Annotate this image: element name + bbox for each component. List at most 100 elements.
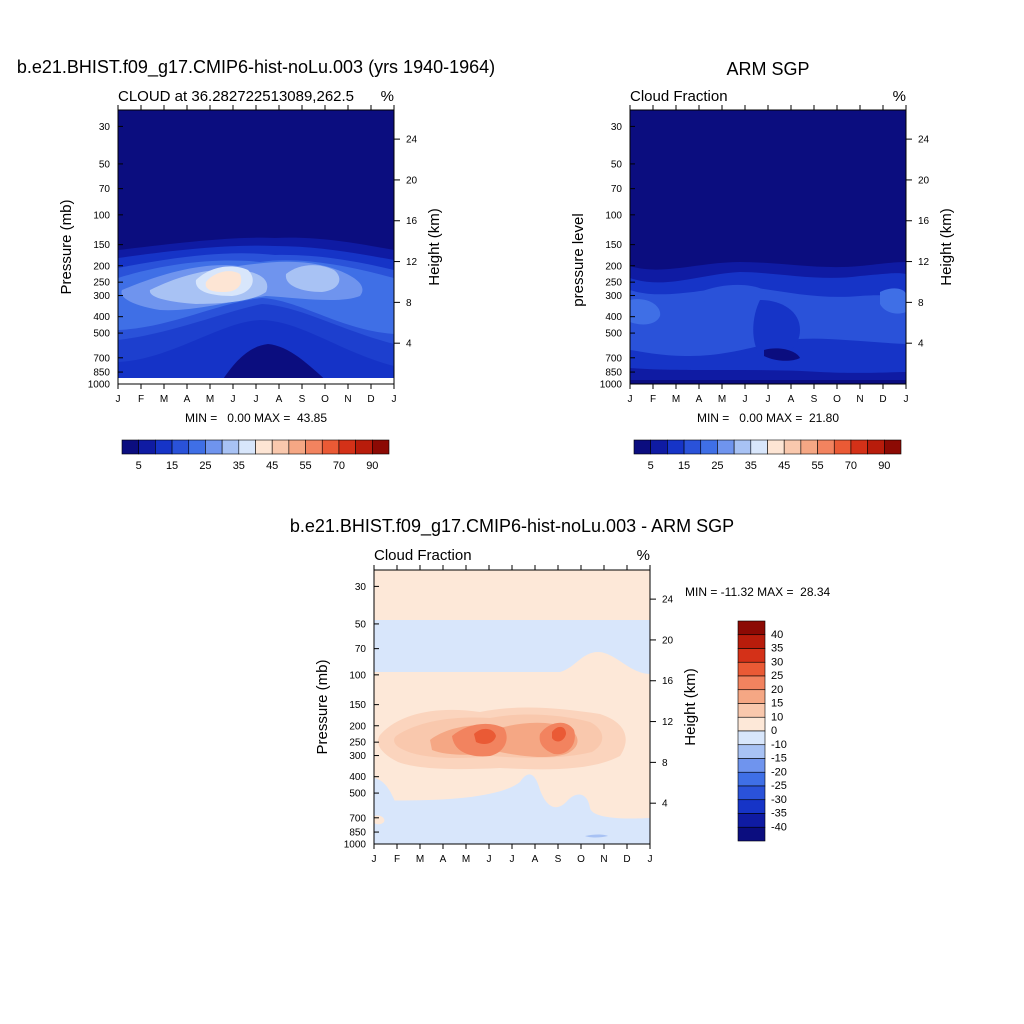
y-tick-label: 250 <box>93 278 110 289</box>
colorbar-label: 35 <box>771 643 783 655</box>
colorbar-label: 45 <box>266 460 278 472</box>
y-tick-label: 300 <box>93 291 110 302</box>
y-tick-label: 500 <box>605 329 622 340</box>
colorbar-label: 45 <box>778 460 790 472</box>
y-tick-label: 100 <box>605 210 622 221</box>
colorbar-label: -25 <box>771 780 787 792</box>
colorbar-swatch <box>767 439 785 455</box>
y-tick-label: 150 <box>605 240 622 251</box>
colorbar-swatch <box>733 439 752 455</box>
colorbar-label: 90 <box>878 460 890 472</box>
x-tick-label: D <box>879 394 886 405</box>
colorbar-swatch <box>338 439 356 455</box>
colorbar-swatch <box>850 439 868 455</box>
contour-band <box>630 380 906 384</box>
panel-model: b.e21.BHIST.f09_g17.CMIP6-hist-noLu.003 … <box>17 57 495 472</box>
y2-tick-label: 4 <box>662 799 668 810</box>
colorbar-swatch <box>221 439 240 455</box>
panel-diff: b.e21.BHIST.f09_g17.CMIP6-hist-noLu.003 … <box>290 516 831 865</box>
contour-field <box>630 110 906 384</box>
colorbar-swatch <box>737 716 766 732</box>
colorbar-swatch <box>783 439 802 455</box>
contour-band <box>699 284 767 308</box>
contour-band <box>764 348 800 361</box>
x-tick-label: A <box>788 394 795 405</box>
colorbar-label: 55 <box>811 460 823 472</box>
contour-band <box>753 300 800 357</box>
colorbar-label: 30 <box>771 656 783 668</box>
x-tick-label: M <box>206 394 214 405</box>
x-tick-label: M <box>672 394 680 405</box>
x-tick-label: D <box>623 854 630 865</box>
y-tick-label: 400 <box>349 772 366 783</box>
colorbar-swatch <box>800 439 818 455</box>
panel-units: % <box>381 88 394 105</box>
colorbar-swatch <box>884 439 902 455</box>
contour-field <box>374 570 650 844</box>
x-tick-label: J <box>648 854 653 865</box>
x-tick-label: J <box>254 394 259 405</box>
y-tick-label: 300 <box>349 751 366 762</box>
colorbar-label: 0 <box>771 725 777 737</box>
x-tick-label: A <box>184 394 191 405</box>
colorbar-swatch <box>372 439 390 455</box>
contour-band <box>118 304 394 384</box>
colorbar-label: 70 <box>333 460 345 472</box>
y-tick-label: 400 <box>93 312 110 323</box>
y2-tick-label: 4 <box>918 339 924 350</box>
x-tick-label: A <box>276 394 283 405</box>
y-tick-label: 700 <box>605 353 622 364</box>
y-tick-label: 850 <box>93 368 110 379</box>
y-tick-label: 700 <box>93 353 110 364</box>
y2-tick-label: 24 <box>918 135 930 146</box>
panel-left-string: Cloud Fraction <box>630 88 728 105</box>
y-tick-label: 250 <box>605 278 622 289</box>
colorbar-label: 40 <box>771 629 783 641</box>
colorbar-swatch <box>737 689 766 704</box>
x-tick-label: J <box>904 394 909 405</box>
x-tick-label: J <box>510 854 515 865</box>
x-tick-label: N <box>856 394 863 405</box>
colorbar-swatch <box>737 758 766 773</box>
contour-band <box>374 620 650 674</box>
x-tick-label: F <box>138 394 144 405</box>
colorbar-swatch <box>737 785 766 801</box>
colorbar-swatch <box>750 439 768 455</box>
colorbar-label: -10 <box>771 739 787 751</box>
min-max-label: MIN = 0.00 MAX = 21.80 <box>697 411 839 425</box>
y-tick-label: 50 <box>355 619 367 630</box>
x-tick-label: M <box>416 854 424 865</box>
y2-tick-label: 20 <box>918 175 930 186</box>
colorbar-swatch <box>737 634 766 649</box>
contour-band <box>630 299 661 325</box>
x-tick-label: F <box>394 854 400 865</box>
y2-tick-label: 8 <box>918 298 924 309</box>
colorbar-label: -35 <box>771 808 787 820</box>
y2-tick-label: 20 <box>662 635 674 646</box>
contour-band <box>552 726 566 742</box>
colorbar-swatch <box>737 730 766 746</box>
y2-tick-label: 12 <box>918 257 930 268</box>
y-tick-label: 200 <box>605 261 622 272</box>
y2-tick-label: 24 <box>662 595 674 606</box>
colorbar-label: -30 <box>771 794 787 806</box>
colorbar-swatch <box>138 439 156 455</box>
colorbar-swatch <box>667 439 685 455</box>
x-tick-label: S <box>299 394 306 405</box>
colorbar-swatch <box>271 439 290 455</box>
y-tick-label: 100 <box>349 670 366 681</box>
colorbar-swatch <box>867 439 885 455</box>
x-tick-label: J <box>487 854 492 865</box>
y-tick-label: 850 <box>349 828 366 839</box>
y2-tick-label: 12 <box>406 257 418 268</box>
contour-band <box>285 265 340 292</box>
colorbar-swatch <box>737 703 766 718</box>
colorbar-label: 5 <box>648 460 654 472</box>
y-tick-label: 850 <box>605 368 622 379</box>
contour-band <box>474 728 496 744</box>
contour-band <box>374 774 650 844</box>
y-axis-label: pressure level <box>570 213 587 306</box>
